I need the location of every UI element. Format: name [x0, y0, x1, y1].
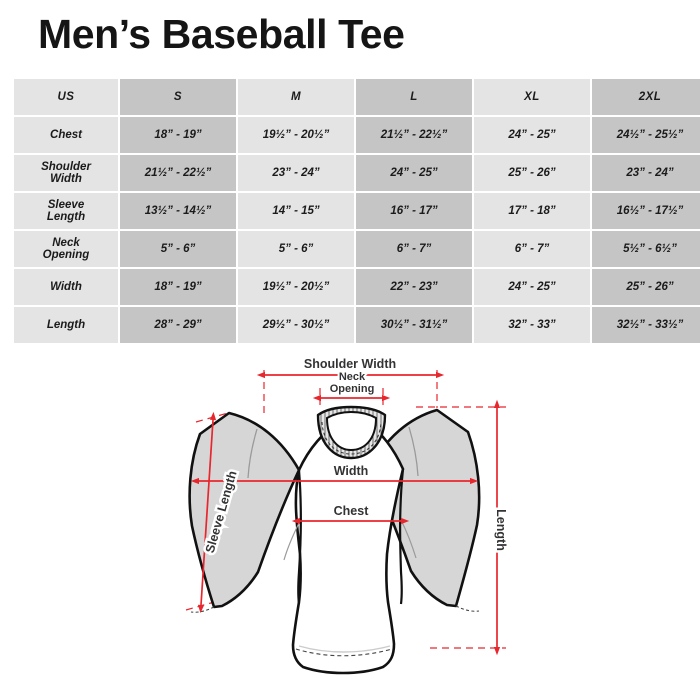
left-sleeve — [188, 411, 301, 609]
collar-inner-edge — [325, 410, 378, 452]
label-shoulder-width: Shoulder Width — [304, 358, 396, 371]
cell-sleeve-length-l: 16” - 17” — [356, 193, 472, 229]
garment-diagram: Shoulder Width Neck Opening Width Chest … — [0, 358, 700, 700]
cell-width-2xl: 25” - 26” — [592, 269, 700, 305]
measurement-arrows — [190, 371, 501, 656]
table-row: Shoulder Width 21½” - 22½” 23” - 24” 24”… — [14, 155, 700, 191]
cell-sleeve-length-s: 13½” - 14½” — [120, 193, 236, 229]
page-title: Men’s Baseball Tee — [38, 11, 405, 57]
column-header-2xl: 2XL — [592, 79, 700, 115]
hem-shadow — [298, 645, 391, 653]
raglan-seam-right — [399, 468, 405, 605]
column-header-m: M — [238, 79, 354, 115]
row-label-neck-opening: Neck Opening — [14, 231, 118, 267]
column-header-l: L — [356, 79, 472, 115]
table-row: Length 28” - 29” 29½” - 30½” 30½” - 31½”… — [14, 307, 700, 343]
sleeve-length-arrow — [197, 411, 217, 614]
row-label-chest: Chest — [14, 117, 118, 153]
label-width: Width — [334, 464, 369, 478]
cell-length-l: 30½” - 31½” — [356, 307, 472, 343]
cell-width-l: 22” - 23” — [356, 269, 472, 305]
cell-sleeve-length-2xl: 16½” - 17½” — [592, 193, 700, 229]
table-row: Chest 18” - 19” 19½” - 20½” 21½” - 22½” … — [14, 117, 700, 153]
table-row: Sleeve Length 13½” - 14½” 14” - 15” 16” … — [14, 193, 700, 229]
hem-stitch — [295, 648, 393, 657]
cell-chest-2xl: 24½” - 25½” — [592, 117, 700, 153]
row-label-line1: Sleeve — [47, 198, 85, 211]
label-neck-opening-line1: Neck — [339, 371, 366, 383]
cell-width-s: 18” - 19” — [120, 269, 236, 305]
size-chart-table: US S M L XL 2XL Chest 18” - 19” 19½” - 2… — [12, 77, 700, 345]
cell-shoulder-width-2xl: 23” - 24” — [592, 155, 700, 191]
label-chest: Chest — [334, 504, 370, 518]
cell-neck-opening-m: 5” - 6” — [238, 231, 354, 267]
row-label-width: Width — [14, 269, 118, 305]
raglan-seam-left — [297, 469, 302, 605]
cell-neck-opening-l: 6” - 7” — [356, 231, 472, 267]
cell-width-xl: 24” - 25” — [474, 269, 590, 305]
row-label-shoulder-width: Shoulder Width — [14, 155, 118, 191]
row-label-line1: Shoulder — [41, 160, 91, 173]
sleeve-crease-left — [247, 428, 258, 479]
cell-shoulder-width-s: 21½” - 22½” — [120, 155, 236, 191]
row-label-sleeve-length: Sleeve Length — [14, 193, 118, 229]
table-header-row: US S M L XL 2XL — [14, 79, 700, 115]
cell-length-m: 29½” - 30½” — [238, 307, 354, 343]
cell-sleeve-length-xl: 17” - 18” — [474, 193, 590, 229]
column-header-xl: XL — [474, 79, 590, 115]
table-row: Neck Opening 5” - 6” 5” - 6” 6” - 7” 6” … — [14, 231, 700, 267]
right-cuff — [455, 605, 480, 612]
cell-neck-opening-s: 5” - 6” — [120, 231, 236, 267]
cell-shoulder-width-xl: 25” - 26” — [474, 155, 590, 191]
column-header-us: US — [14, 79, 118, 115]
cell-length-2xl: 32½” - 33½” — [592, 307, 700, 343]
row-label-line2: Opening — [42, 249, 90, 261]
cell-width-m: 19½” - 20½” — [238, 269, 354, 305]
cell-length-s: 28” - 29” — [120, 307, 236, 343]
column-header-s: S — [120, 79, 236, 115]
cell-neck-opening-xl: 6” - 7” — [474, 231, 590, 267]
left-cuff — [190, 606, 215, 613]
cell-sleeve-length-m: 14” - 15” — [238, 193, 354, 229]
row-label-line1: Neck — [52, 236, 80, 249]
label-length: Length — [494, 509, 508, 551]
cell-neck-opening-2xl: 5½” - 6½” — [592, 231, 700, 267]
sleeve-crease-right — [408, 426, 419, 477]
row-label-line2: Length — [46, 211, 86, 223]
cell-length-xl: 32” - 33” — [474, 307, 590, 343]
table-row: Width 18” - 19” 19½” - 20½” 22” - 23” 24… — [14, 269, 700, 305]
row-label-length: Length — [14, 307, 118, 343]
cell-shoulder-width-m: 23” - 24” — [238, 155, 354, 191]
cell-shoulder-width-l: 24” - 25” — [356, 155, 472, 191]
cell-chest-m: 19½” - 20½” — [238, 117, 354, 153]
tee-illustration — [188, 405, 481, 675]
cell-chest-l: 21½” - 22½” — [356, 117, 472, 153]
cell-chest-s: 18” - 19” — [120, 117, 236, 153]
cell-chest-xl: 24” - 25” — [474, 117, 590, 153]
row-label-line2: Width — [50, 173, 82, 185]
label-neck-opening-line2: Opening — [330, 383, 375, 395]
